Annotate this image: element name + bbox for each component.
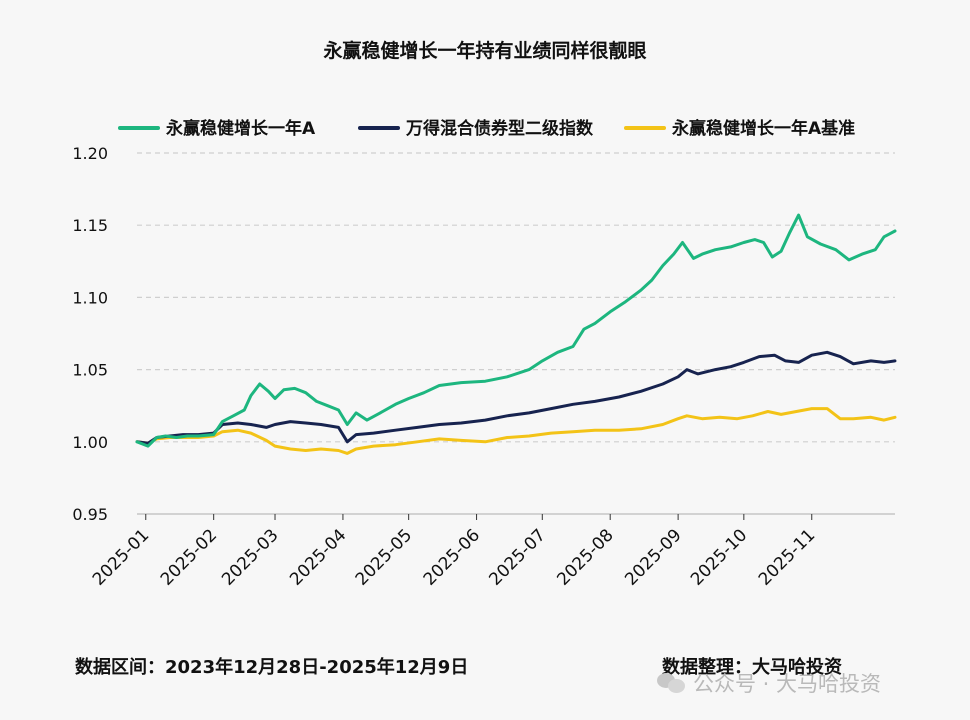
- series-line-1: [135, 350, 897, 445]
- x-tick-label: 2025-06: [420, 525, 484, 589]
- y-axis-ticks: 0.95 1.00 1.05 1.10 1.15 1.20: [72, 144, 108, 524]
- y-tick-label: 1.00: [72, 433, 108, 452]
- series-line-0: [135, 213, 897, 448]
- y-tick-label: 0.95: [72, 505, 108, 524]
- legend-label: 永赢稳健增长一年A基准: [671, 118, 855, 139]
- x-tick-label: 2025-01: [89, 525, 153, 589]
- wechat-icon: [657, 671, 687, 695]
- legend: 永赢稳健增长一年A 万得混合债券型二级指数 永赢稳健增长一年A基准: [118, 118, 855, 139]
- date-range-note: 数据区间：2023年12月28日-2025年12月9日: [75, 657, 469, 678]
- line-chart: 0.951.001.051.101.151.20 2025-01 2025-022…: [72, 118, 897, 590]
- gridlines: [137, 152, 895, 443]
- legend-label: 永赢稳健增长一年A: [165, 118, 316, 139]
- series-line-2: [135, 407, 897, 455]
- watermark-text: 公众号 · 大马哈投资: [693, 672, 882, 696]
- x-tick-label: 2025-03: [218, 525, 282, 589]
- y-tick-label: 1.10: [72, 288, 108, 307]
- x-tick-label: 2025-07: [485, 525, 549, 589]
- x-tick-label: 2025-09: [621, 525, 685, 589]
- x-tick-label: 2025-05: [352, 525, 416, 589]
- source-note: 数据整理：大马哈投资: [662, 657, 842, 678]
- x-tick-label: 2025-04: [286, 525, 350, 589]
- chart-title: 永赢稳健增长一年持有业绩同样很靓眼: [323, 40, 647, 62]
- y-tick-label: 1.05: [72, 361, 108, 380]
- y-tick-label: 1.15: [72, 216, 108, 235]
- x-tick-label: 2025-08: [553, 525, 617, 589]
- y-tick-label: 1.20: [72, 144, 108, 163]
- series-lines: [135, 213, 897, 455]
- x-tick-label: 2025-02: [157, 525, 221, 589]
- x-tick-label: 2025-11: [755, 525, 819, 589]
- watermark: 公众号 · 大马哈投资: [657, 668, 881, 698]
- x-tick-label: 2025-10: [687, 525, 751, 589]
- legend-label: 万得混合债券型二级指数: [405, 118, 594, 139]
